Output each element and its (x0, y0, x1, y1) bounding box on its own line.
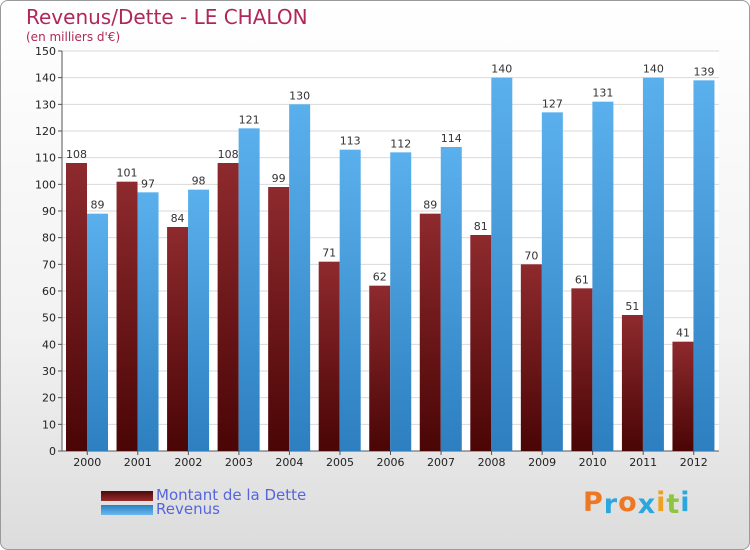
y-tick-label: 70 (42, 258, 56, 271)
bar-dette (66, 163, 87, 451)
data-label-revenus: 114 (441, 132, 462, 145)
x-tick-label: 2010 (579, 456, 607, 469)
x-tick-label: 2004 (275, 456, 303, 469)
x-tick-label: 2005 (326, 456, 354, 469)
bar-dette (621, 315, 643, 451)
y-tick-label: 100 (35, 178, 56, 191)
data-label-dette: 70 (524, 249, 538, 262)
data-label-revenus: 89 (91, 199, 105, 212)
data-label-dette: 41 (676, 327, 690, 340)
data-label-revenus: 113 (340, 135, 361, 148)
legend-swatch-revenus (101, 505, 153, 515)
data-label-revenus: 112 (390, 137, 411, 150)
data-label-revenus: 97 (141, 177, 155, 190)
bar-revenus (541, 112, 563, 451)
bar-revenus (693, 80, 715, 451)
data-label-dette: 89 (423, 199, 437, 212)
bar-revenus (188, 189, 210, 451)
data-label-dette: 81 (474, 220, 488, 233)
data-label-revenus: 140 (643, 63, 664, 76)
bar-dette (470, 235, 492, 451)
bar-dette (419, 213, 441, 451)
proxiti-logo: Proxiti (583, 487, 691, 520)
x-tick-label: 2011 (629, 456, 657, 469)
y-tick-label: 50 (42, 312, 56, 325)
x-tick-label: 2012 (680, 456, 708, 469)
y-tick-label: 30 (42, 365, 56, 378)
data-label-dette: 71 (322, 247, 336, 260)
data-label-revenus: 98 (192, 175, 206, 188)
x-tick-label: 2009 (528, 456, 556, 469)
bar-revenus (440, 147, 462, 451)
x-tick-label: 2008 (478, 456, 506, 469)
chart-title: Revenus/Dette - LE CHALON (26, 5, 308, 29)
data-label-dette: 101 (117, 167, 138, 180)
data-label-revenus: 121 (239, 113, 260, 126)
y-tick-label: 90 (42, 205, 56, 218)
bar-revenus (491, 77, 513, 452)
bar-revenus (238, 128, 260, 451)
y-tick-label: 80 (42, 232, 56, 245)
y-tick-label: 20 (42, 392, 56, 405)
bar-dette (369, 285, 391, 451)
data-label-dette: 108 (218, 148, 239, 161)
bar-dette (318, 261, 340, 451)
data-label-dette: 61 (575, 273, 589, 286)
x-tick-label: 2003 (225, 456, 253, 469)
data-label-dette: 62 (373, 271, 387, 284)
data-label-revenus: 140 (491, 63, 512, 76)
data-label-revenus: 131 (592, 87, 613, 100)
y-tick-label: 110 (35, 152, 56, 165)
data-label-dette: 108 (66, 148, 87, 161)
bar-revenus (339, 149, 361, 451)
y-tick-label: 150 (35, 45, 56, 58)
y-tick-label: 120 (35, 125, 56, 138)
y-tick-label: 130 (35, 98, 56, 111)
bar-revenus (390, 152, 412, 452)
bar-revenus (642, 77, 664, 452)
data-label-dette: 84 (171, 212, 185, 225)
data-label-revenus: 127 (542, 97, 563, 110)
x-tick-label: 2001 (124, 456, 152, 469)
legend-swatch-dette (101, 491, 153, 501)
y-tick-label: 10 (42, 418, 56, 431)
data-label-dette: 99 (272, 172, 286, 185)
bar-dette (167, 227, 189, 451)
chart-subtitle: (en milliers d'€) (26, 30, 121, 44)
bar-dette (116, 181, 138, 451)
bar-revenus (137, 192, 159, 452)
x-tick-label: 2007 (427, 456, 455, 469)
y-tick-label: 140 (35, 72, 56, 85)
y-tick-label: 60 (42, 285, 56, 298)
bar-revenus (592, 101, 614, 452)
bar-dette (571, 288, 593, 451)
bar-dette (672, 341, 694, 451)
bar-dette (217, 163, 239, 451)
bar-dette (520, 264, 542, 451)
y-tick-label: 40 (42, 338, 56, 351)
data-label-revenus: 139 (693, 65, 714, 78)
bar-dette (268, 187, 290, 451)
bar-revenus (87, 213, 108, 451)
legend-label-dette: Montant de la Dette (156, 486, 307, 504)
x-tick-label: 2000 (73, 456, 101, 469)
x-tick-label: 2006 (377, 456, 405, 469)
data-label-dette: 51 (625, 300, 639, 313)
data-label-revenus: 130 (289, 89, 310, 102)
legend-label-revenus: Revenus (156, 500, 220, 518)
x-tick-label: 2002 (174, 456, 202, 469)
y-tick-label: 0 (49, 445, 56, 458)
bar-revenus (289, 104, 311, 451)
